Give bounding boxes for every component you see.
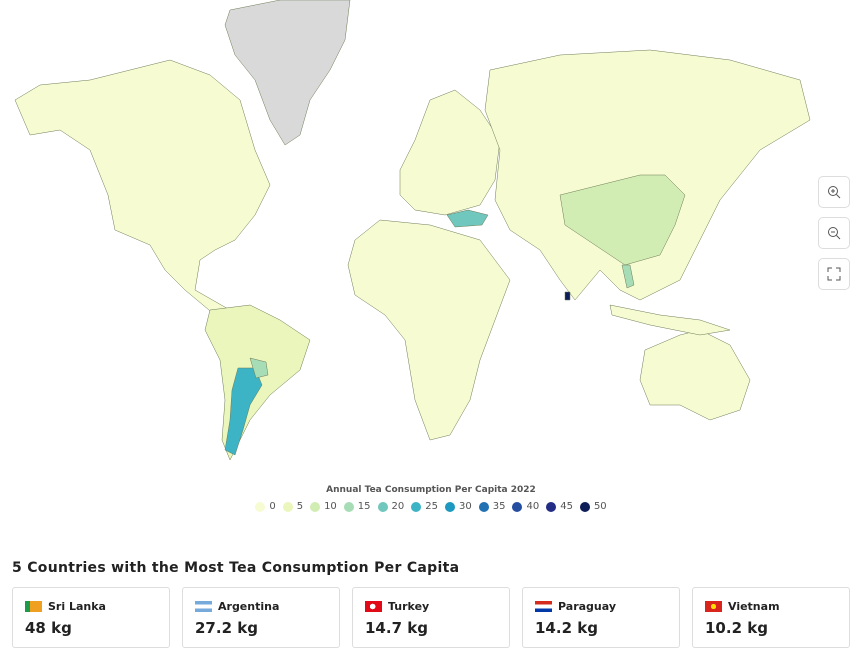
country-name: Argentina bbox=[218, 600, 280, 613]
legend-item: 20 bbox=[377, 501, 405, 512]
australia bbox=[639, 329, 751, 421]
legend-item: 45 bbox=[546, 501, 573, 512]
flag bbox=[365, 601, 382, 612]
legend-label: 15 bbox=[357, 501, 371, 512]
turkey bbox=[446, 209, 489, 228]
flag bbox=[535, 601, 552, 612]
section-heading: 5 Countries with the Most Tea Consumptio… bbox=[12, 560, 460, 576]
country-card: Sri Lanka 48 kg bbox=[12, 587, 170, 648]
world-map bbox=[14, 0, 811, 461]
card-header: Paraguay bbox=[535, 600, 667, 613]
fullscreen-button[interactable] bbox=[818, 258, 850, 290]
legend-label: 30 bbox=[459, 501, 472, 512]
legend-title: Annual Tea Consumption Per Capita 2022 bbox=[326, 485, 536, 495]
card-header: Turkey bbox=[365, 600, 497, 613]
card-header: Sri Lanka bbox=[25, 600, 157, 613]
country-card: Argentina 27.2 kg bbox=[182, 587, 340, 648]
legend-label: 25 bbox=[425, 501, 438, 512]
flag bbox=[195, 601, 212, 612]
card-header: Argentina bbox=[195, 600, 327, 613]
flag bbox=[25, 601, 42, 612]
legend-label: 40 bbox=[526, 501, 540, 512]
consumption-value: 27.2 kg bbox=[195, 619, 258, 637]
consumption-value: 14.7 kg bbox=[365, 619, 428, 637]
consumption-value: 48 kg bbox=[25, 619, 72, 637]
greenland bbox=[224, 0, 351, 146]
north-america bbox=[14, 59, 271, 316]
legend-label: 35 bbox=[492, 501, 506, 512]
legend: 0 5 10 15 20 25 30 35 40 45 50 bbox=[0, 501, 859, 512]
country-card: Vietnam 10.2 kg bbox=[692, 587, 850, 648]
legend-swatch bbox=[579, 501, 590, 512]
legend-swatch bbox=[310, 501, 321, 512]
country-card: Turkey 14.7 kg bbox=[352, 587, 510, 648]
country-name: Turkey bbox=[388, 600, 430, 613]
legend-swatch bbox=[282, 501, 293, 512]
legend-label: 5 bbox=[296, 501, 304, 512]
consumption-value: 10.2 kg bbox=[705, 619, 768, 637]
flag bbox=[705, 601, 722, 612]
legend-item: 15 bbox=[343, 501, 371, 512]
country-card: Paraguay 14.2 kg bbox=[522, 587, 680, 648]
legend-swatch bbox=[445, 501, 455, 512]
legend-swatch bbox=[512, 501, 523, 512]
legend-item: 25 bbox=[411, 501, 438, 512]
legend-label: 0 bbox=[269, 501, 276, 512]
country-name: Paraguay bbox=[558, 600, 616, 613]
africa bbox=[347, 219, 511, 441]
zoom-in-button[interactable] bbox=[818, 176, 850, 208]
legend-swatch bbox=[255, 501, 266, 512]
legend-label: 10 bbox=[324, 501, 337, 512]
country-name: Vietnam bbox=[728, 600, 780, 613]
sri-lanka bbox=[564, 291, 571, 301]
zoom-out-button[interactable] bbox=[818, 217, 850, 249]
legend-item: 5 bbox=[282, 501, 304, 512]
china bbox=[559, 174, 686, 266]
indonesia bbox=[609, 304, 731, 336]
card-header: Vietnam bbox=[705, 600, 837, 613]
europe bbox=[399, 89, 501, 216]
legend-item: 10 bbox=[310, 501, 337, 512]
legend-item: 40 bbox=[512, 501, 539, 512]
country-name: Sri Lanka bbox=[48, 600, 106, 613]
paraguay bbox=[249, 357, 269, 379]
consumption-value: 14.2 kg bbox=[535, 619, 598, 637]
legend-label: 50 bbox=[593, 501, 607, 512]
legend-swatch bbox=[478, 501, 489, 512]
legend-swatch bbox=[343, 501, 354, 512]
legend-item: 50 bbox=[579, 501, 607, 512]
legend-swatch bbox=[546, 501, 557, 512]
legend-swatch bbox=[377, 501, 388, 512]
legend-label: 20 bbox=[391, 501, 405, 512]
legend-swatch bbox=[411, 501, 422, 512]
card-row: Sri Lanka 48 kg Argentina 27.2 kg Turkey 14.7… bbox=[12, 587, 850, 648]
legend-item: 30 bbox=[445, 501, 472, 512]
legend-label: 45 bbox=[560, 501, 573, 512]
legend-item: 0 bbox=[255, 501, 276, 512]
vietnam bbox=[621, 264, 635, 289]
legend-item: 35 bbox=[478, 501, 506, 512]
